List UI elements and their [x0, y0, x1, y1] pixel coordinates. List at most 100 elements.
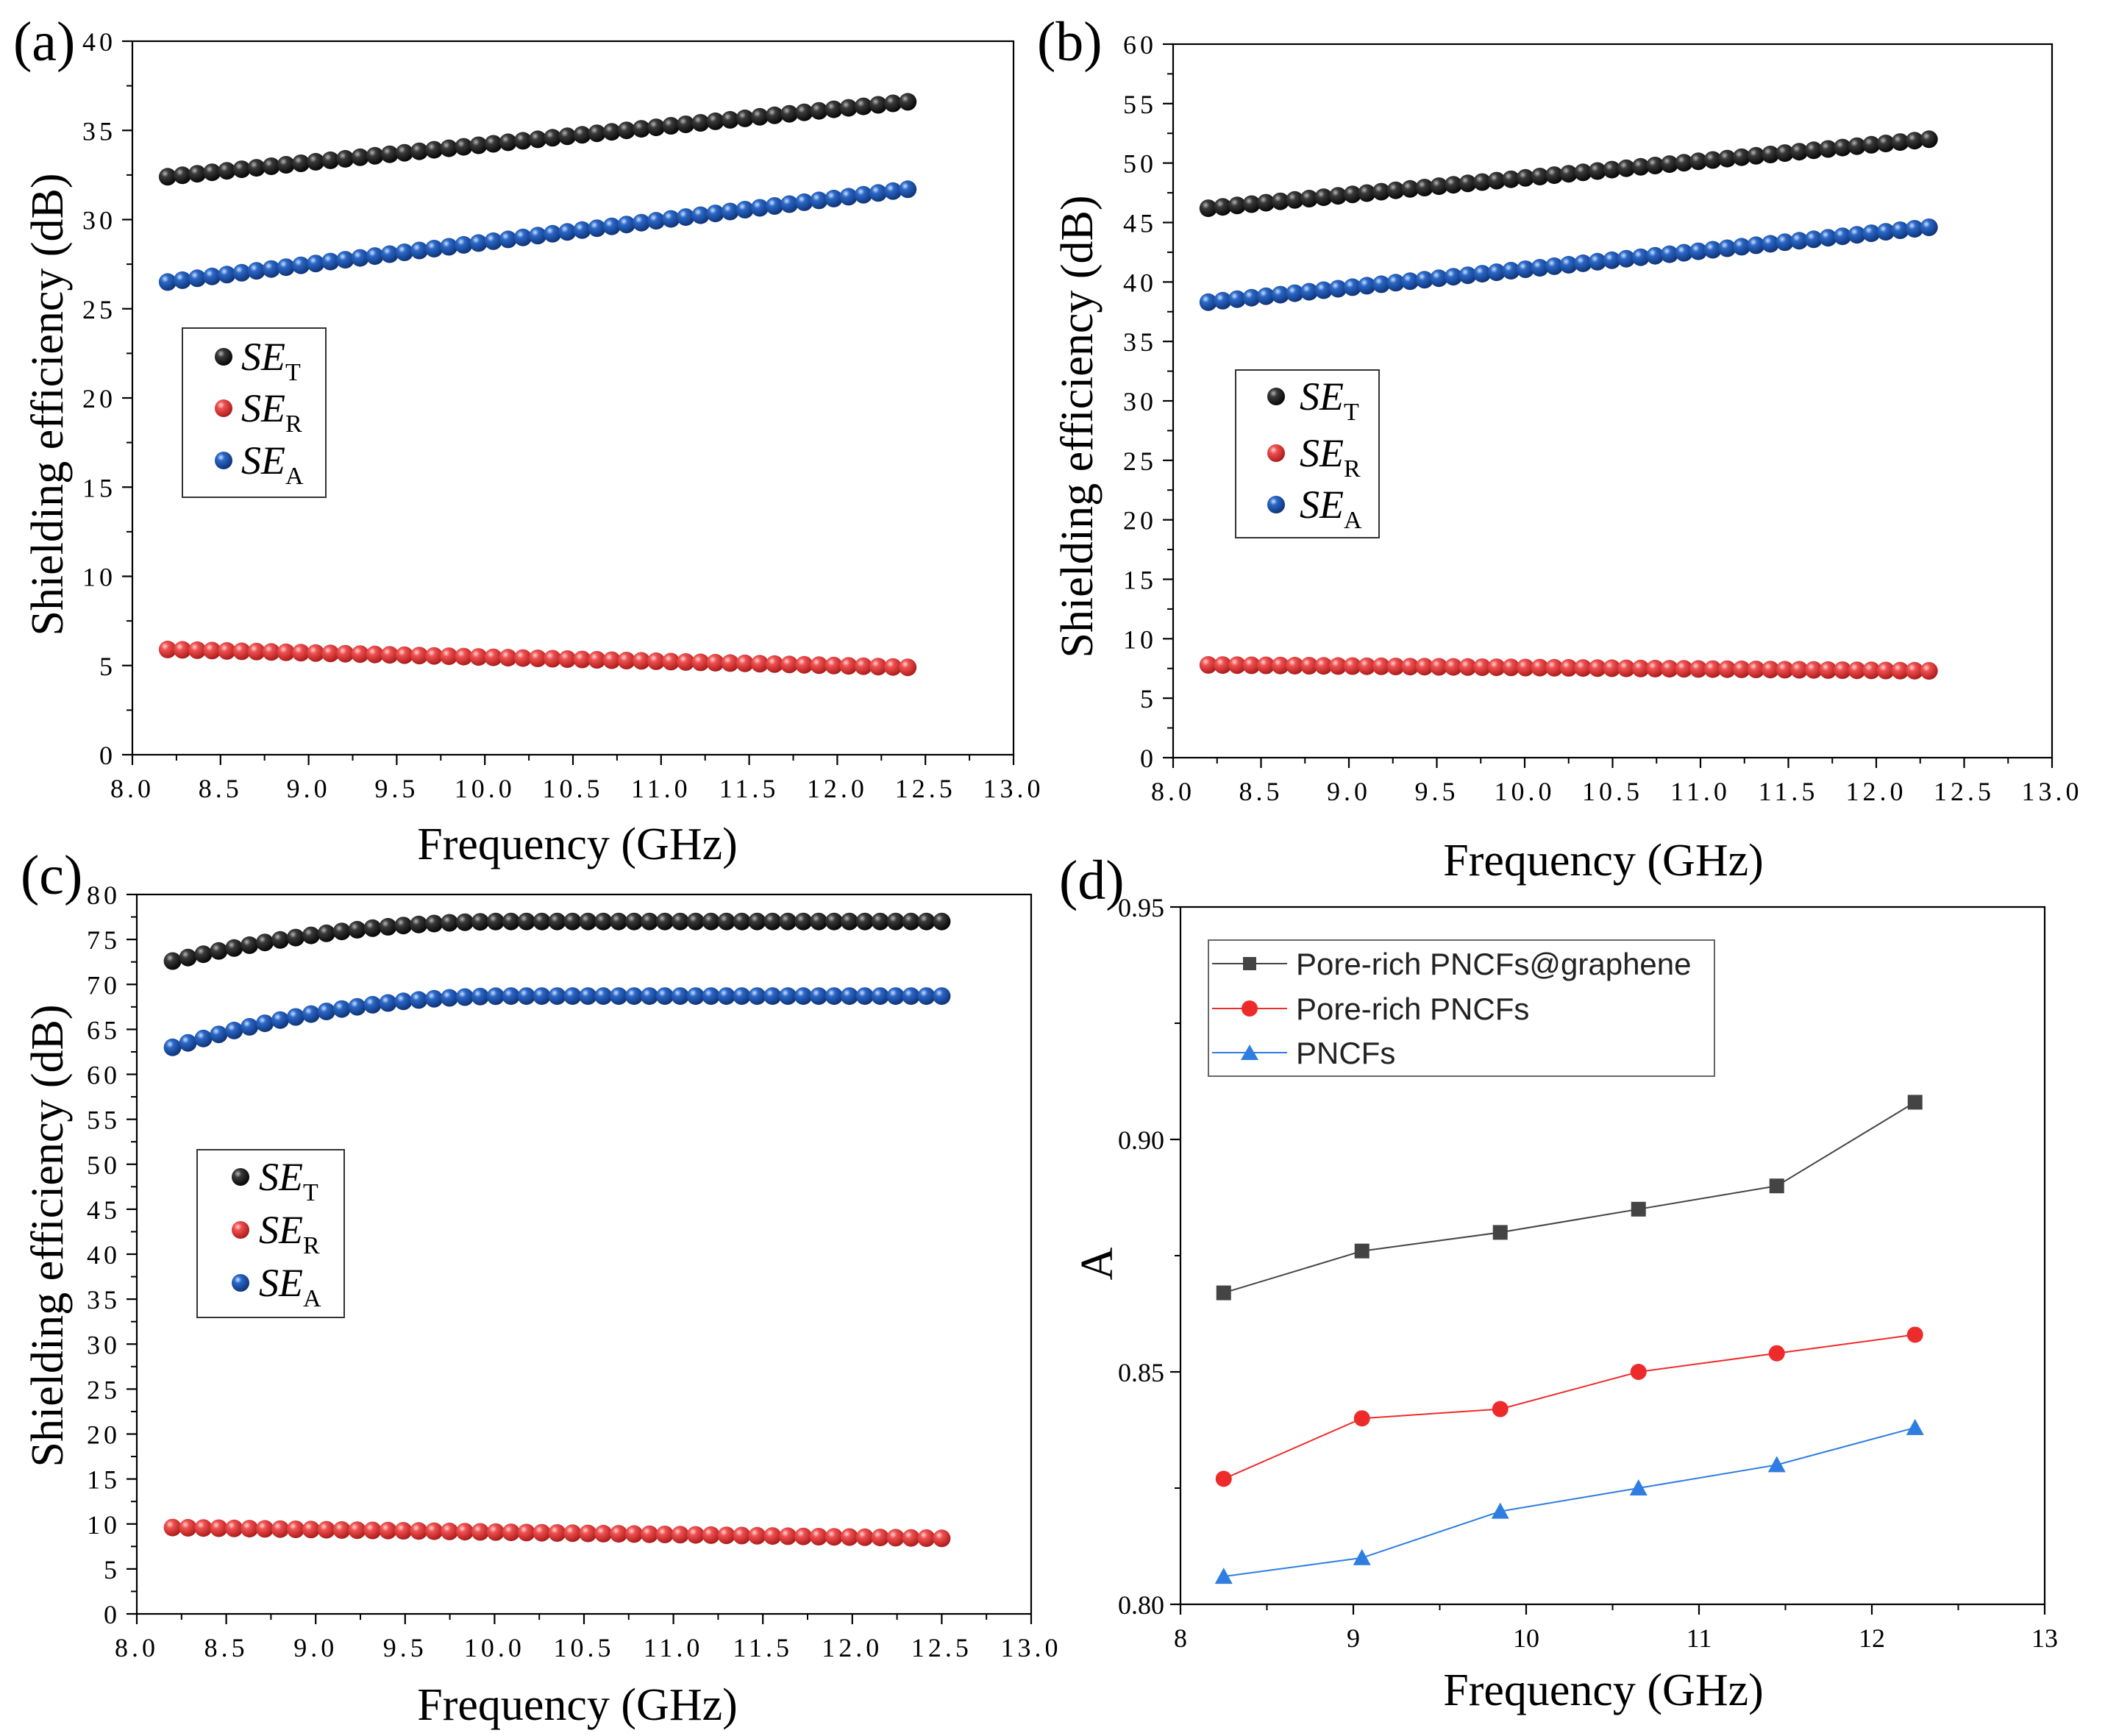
- x-tick-label: 10: [1513, 1623, 1539, 1653]
- data-point: [810, 191, 828, 210]
- data-point: [441, 989, 459, 1007]
- x-tick-label: 9.5: [383, 1633, 427, 1662]
- data-point: [1386, 658, 1405, 675]
- data-point: [163, 1038, 182, 1056]
- legend-label-pncfs: PNCFs: [1296, 1036, 1395, 1070]
- data-point: [1906, 132, 1924, 150]
- legend-label-se-t-a: SE: [241, 335, 285, 379]
- data-point: [839, 188, 858, 206]
- data-point: [840, 987, 858, 1006]
- data-point: [1228, 196, 1246, 215]
- data-point: [1401, 272, 1420, 291]
- legend-sub-se-t-c: T: [303, 1179, 318, 1206]
- y-tick-label: 0: [104, 1600, 121, 1629]
- data-point: [1790, 661, 1809, 679]
- data-point: [287, 1008, 304, 1026]
- data-point: [751, 199, 769, 217]
- data-point: [210, 942, 228, 960]
- legend-sub-se-a-a: A: [285, 463, 304, 490]
- y-tick-label: 10: [87, 1510, 121, 1540]
- series-se-t-c: [163, 912, 951, 970]
- legend-entry-se-r-c: SER: [232, 1208, 320, 1259]
- y-tick-label: 10: [1123, 625, 1157, 654]
- svg-text:SER: SER: [241, 386, 302, 438]
- series-line: [1223, 1334, 1915, 1480]
- data-point: [194, 1029, 213, 1047]
- data-point: [225, 939, 243, 957]
- data-point: [899, 180, 917, 199]
- data-point: [484, 648, 502, 666]
- data-point: [410, 647, 429, 665]
- data-point: [558, 127, 577, 146]
- data-point: [1300, 190, 1318, 207]
- data-point: [573, 221, 591, 239]
- data-point: [573, 650, 591, 669]
- data-point: [933, 987, 951, 1006]
- data-point: [1703, 660, 1722, 678]
- svg-text:SET: SET: [259, 1155, 318, 1206]
- data-point: [1891, 661, 1909, 680]
- data-point: [1762, 661, 1780, 679]
- data-point: [1199, 293, 1217, 311]
- data-point: [247, 642, 266, 661]
- data-point: [625, 912, 644, 931]
- marks-d: [1214, 1095, 1924, 1584]
- data-point: [380, 646, 399, 664]
- y-tick-label: 15: [82, 473, 116, 502]
- data-point: [1531, 259, 1549, 277]
- data-point: [1517, 168, 1534, 187]
- data-point: [1502, 658, 1520, 677]
- plot-area-c: 8.0 8.5 9.0 9.5 10.0 10.5 11.0 11.5 12.0 12.5 13.0…: [87, 881, 1058, 1662]
- x-tick-label: 10.5: [543, 774, 604, 803]
- y-tick-label: 40: [1123, 268, 1157, 297]
- data-point: [886, 912, 905, 931]
- data-point: [617, 216, 635, 234]
- legend-entry-se-r-b: SER: [1267, 431, 1361, 483]
- data-point: [721, 110, 739, 129]
- y-tick-label: 25: [1123, 447, 1157, 476]
- data-point: [617, 121, 635, 140]
- data-point: [1834, 661, 1852, 679]
- data-point: [871, 912, 889, 931]
- data-point: [287, 1520, 304, 1538]
- data-point: [1445, 176, 1462, 194]
- data-point: [1848, 661, 1866, 680]
- data-point: [933, 1529, 951, 1548]
- data-point: [1372, 275, 1390, 294]
- data-point: [825, 912, 843, 931]
- data-point: [302, 1520, 320, 1539]
- data-point: [1216, 1285, 1231, 1301]
- data-point: [563, 1524, 582, 1543]
- data-point: [706, 653, 724, 672]
- data-point: [748, 1526, 766, 1545]
- data-point: [721, 654, 739, 672]
- data-point: [735, 201, 754, 218]
- data-point: [292, 256, 310, 274]
- series-se-t-a: [158, 93, 917, 186]
- data-point: [502, 912, 520, 931]
- data-point: [794, 1527, 813, 1545]
- data-point: [179, 1034, 197, 1052]
- data-point: [884, 182, 902, 200]
- data-point: [256, 933, 274, 952]
- data-point: [1617, 159, 1636, 177]
- data-point: [502, 987, 520, 1006]
- series-se-r-c: [163, 1518, 951, 1548]
- data-point: [1834, 227, 1852, 246]
- data-point: [188, 269, 207, 288]
- data-point: [1257, 193, 1275, 212]
- data-point: [662, 117, 680, 135]
- data-point: [394, 917, 413, 935]
- data-point: [277, 643, 295, 661]
- data-point: [641, 1525, 658, 1543]
- x-tick-label: 9.0: [287, 774, 331, 803]
- x-tick-label: 11.5: [719, 774, 780, 803]
- legend-entry-se-t-c: SET: [232, 1155, 318, 1206]
- data-point: [686, 987, 705, 1006]
- series-se-a-a: [158, 180, 917, 291]
- data-point: [1675, 660, 1693, 678]
- data-point: [425, 140, 444, 159]
- data-point: [886, 1529, 905, 1547]
- data-point: [1271, 656, 1289, 675]
